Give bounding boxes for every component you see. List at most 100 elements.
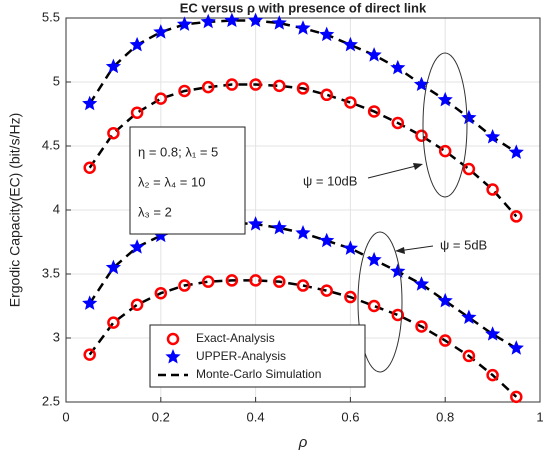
x-tick-label: 0.4 [247, 409, 265, 424]
marker-star [105, 58, 121, 74]
marker-star [461, 109, 477, 125]
ellipse [357, 231, 403, 373]
marker-circle [415, 129, 428, 143]
marker-star [366, 251, 382, 267]
x-tick-label: 0.6 [341, 409, 359, 424]
marker-star [200, 13, 216, 29]
annotation: ψ = 10dB [303, 173, 357, 188]
marker-circle [438, 334, 452, 347]
marker-star [319, 232, 335, 248]
marker-star [437, 292, 453, 308]
marker-star [461, 309, 477, 324]
marker-circle [462, 162, 476, 176]
marker-star [82, 95, 98, 111]
dashed-curve [88, 279, 518, 398]
marker-star [342, 36, 358, 52]
marker-circle [391, 116, 405, 130]
marker-star [129, 239, 145, 254]
legend-label: UPPER-Analysis [196, 349, 286, 363]
marker-star [485, 326, 501, 341]
dashed-curve [88, 83, 518, 218]
marker-circle [486, 368, 499, 382]
x-tick-label: 0.2 [152, 409, 170, 424]
marker-star [129, 36, 145, 52]
y-axis-label: Ergodic Capacity(EC) (bit/s/Hz) [7, 113, 23, 308]
marker-circle [320, 284, 333, 297]
y-tick-label: 5 [53, 73, 60, 88]
marker-star [271, 15, 287, 30]
marker-circle [510, 390, 523, 404]
annotation: ψ = 5dB [440, 237, 487, 252]
marker-star [176, 16, 193, 31]
marker-circle [320, 88, 333, 102]
legend-swatch [165, 349, 181, 364]
marker-circle [83, 161, 96, 175]
legend-swatch [166, 332, 180, 346]
marker-circle [83, 348, 96, 361]
marker-star [342, 240, 358, 255]
marker-circle [225, 274, 239, 287]
x-axis-label: ρ [298, 434, 308, 451]
marker-circle [273, 79, 286, 93]
marker-star [295, 20, 311, 35]
chart-title: EC versus ρ with presence of direct link [180, 0, 427, 15]
param-text: η = 0.8; λ₁ = 5 [138, 144, 218, 159]
marker-star [319, 26, 335, 42]
marker-circle [367, 299, 381, 313]
marker-circle [130, 298, 144, 311]
marker-star [437, 91, 453, 107]
legend-label: Monte-Carlo Simulation [196, 367, 321, 381]
arrow-head [395, 247, 405, 254]
y-tick-label: 5.5 [42, 9, 60, 24]
marker-circle [344, 290, 357, 304]
marker-circle [154, 286, 168, 300]
marker-circle [154, 92, 168, 105]
marker-circle [273, 275, 286, 288]
marker-circle [415, 320, 428, 333]
marker-star [105, 259, 121, 275]
param-box [129, 126, 246, 235]
y-tick-label: 2.5 [42, 393, 60, 408]
marker-circle [296, 279, 310, 292]
marker-star [271, 219, 287, 235]
y-tick-label: 3.5 [42, 265, 60, 280]
marker-circle [178, 84, 191, 98]
param-text: λ₃ = 2 [138, 204, 172, 219]
arrow-head [413, 163, 423, 170]
marker-star [224, 12, 240, 27]
marker-star [413, 76, 430, 91]
marker-circle [249, 274, 262, 287]
marker-star [248, 216, 264, 231]
marker-star [390, 263, 406, 278]
x-tick-label: 0 [62, 409, 69, 424]
marker-star [390, 59, 406, 75]
marker-circle [178, 279, 191, 292]
marker-star [248, 12, 264, 27]
param-text: λ₂ = λ₄ = 10 [138, 174, 205, 189]
marker-circle [462, 349, 476, 363]
marker-star [508, 144, 524, 159]
marker-circle [344, 96, 357, 109]
marker-circle [438, 144, 452, 158]
plot-frame [65, 17, 541, 403]
marker-star [82, 295, 98, 310]
marker-circle [367, 105, 381, 118]
marker-circle [296, 82, 310, 95]
legend-box [149, 324, 366, 388]
x-tick-label: 0.8 [436, 409, 454, 424]
marker-star [485, 129, 501, 144]
marker-star [413, 276, 430, 291]
marker-circle [201, 275, 215, 288]
arrow [367, 164, 421, 179]
ellipse [422, 52, 468, 198]
marker-circle [107, 316, 120, 329]
marker-circle [510, 210, 523, 223]
y-tick-label: 4 [53, 201, 60, 216]
legend-label: Exact-Analysis [196, 331, 275, 345]
marker-circle [391, 308, 405, 322]
marker-star [295, 225, 311, 240]
marker-circle [130, 106, 144, 119]
marker-star [153, 227, 169, 243]
x-tick-label: 1 [536, 409, 543, 424]
